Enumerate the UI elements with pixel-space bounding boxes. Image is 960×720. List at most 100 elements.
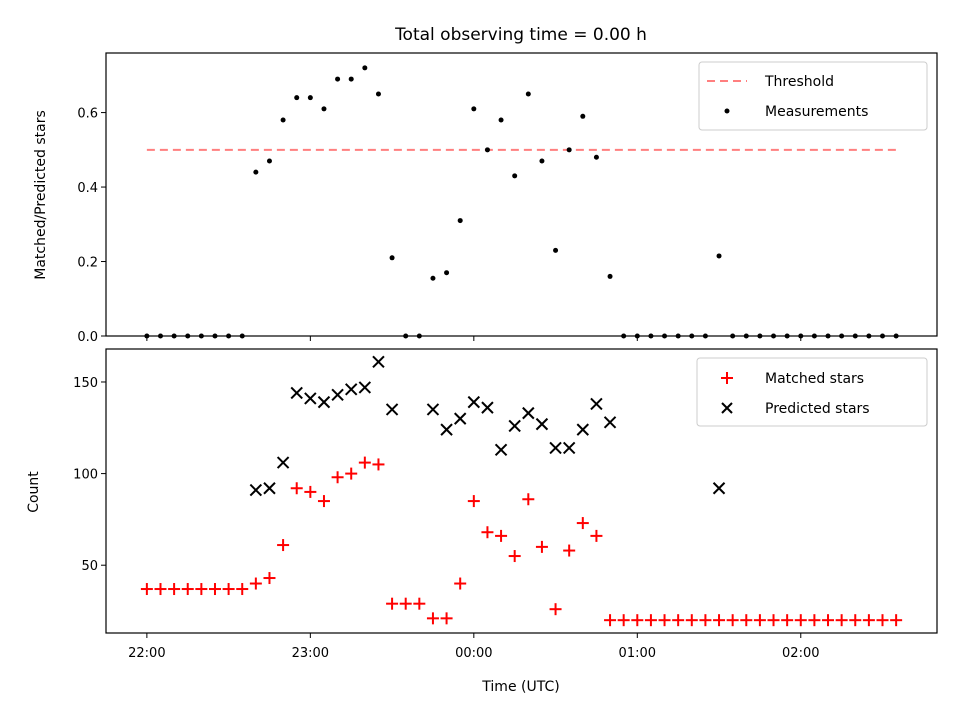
measurement-point: [716, 253, 722, 259]
top-panel: Total observing time = 0.00 h Matched/Pr…: [33, 25, 938, 345]
bottom-plot-area: 50 100 150 22:00 23:00 00:00 01:00 02:00: [73, 355, 903, 661]
legend-predicted-label: Predicted stars: [765, 401, 870, 417]
predicted-star-point: [453, 412, 467, 425]
matched-star-point: [794, 614, 807, 627]
predicted-star-point: [535, 417, 549, 431]
matched-star-point: [849, 614, 862, 627]
predicted-star-point: [494, 443, 508, 456]
predicted-star-point: [358, 381, 372, 394]
predicted-star-point: [440, 423, 453, 436]
bottom-ytick-label: 100: [73, 468, 98, 483]
measurement-point: [539, 158, 545, 164]
matched-star-point: [413, 597, 426, 610]
predicted-star-point: [372, 355, 385, 369]
measurement-point: [566, 147, 572, 153]
matched-star-point: [590, 529, 603, 542]
matched-star-point: [617, 614, 630, 627]
matched-star-point: [808, 614, 821, 627]
matched-star-point: [140, 583, 153, 596]
matched-star-point: [168, 583, 181, 596]
matched-star-point: [685, 614, 698, 627]
bottom-xtick-label: 00:00: [455, 646, 492, 661]
matched-star-point: [522, 493, 535, 506]
measurement-point: [348, 76, 354, 82]
legend-measurements-swatch: [724, 108, 730, 114]
matched-star-point: [481, 526, 494, 539]
matched-star-point: [181, 583, 194, 596]
measurement-point: [335, 76, 341, 82]
measurement-point: [498, 117, 504, 123]
top-chart-title: Total observing time = 0.00 h: [394, 25, 647, 45]
predicted-star-point: [576, 423, 590, 436]
bottom-axes-frame: [105, 348, 938, 634]
measurement-point: [607, 273, 613, 279]
measurement-point: [484, 147, 490, 153]
matched-star-point: [822, 614, 835, 627]
bottom-legend-box: [696, 357, 928, 427]
measurement-point: [307, 95, 313, 101]
predicted-star-point: [249, 483, 263, 497]
measurement-point: [580, 113, 586, 119]
legend-matched-label: Matched stars: [765, 371, 864, 387]
predicted-star-point: [304, 392, 317, 405]
top-legend-box: [698, 61, 928, 131]
predicted-star-point: [426, 403, 440, 416]
predicted-star-point: [603, 416, 617, 429]
matched-star-point: [576, 517, 589, 530]
top-ytick-label: 0.6: [77, 107, 98, 122]
measurement-point: [430, 275, 436, 281]
matched-star-point: [358, 456, 371, 469]
matched-star-point: [713, 614, 726, 627]
matched-star-point: [386, 597, 399, 610]
top-ytick-label: 0.2: [77, 256, 98, 271]
matched-star-point: [631, 614, 644, 627]
matched-star-point: [440, 612, 453, 625]
predicted-star-point: [276, 456, 290, 469]
matched-star-point: [249, 577, 262, 590]
matched-star-point: [726, 614, 739, 627]
matched-star-point: [345, 467, 358, 480]
predicted-star-point: [345, 383, 358, 396]
measurement-point: [593, 154, 599, 160]
measurement-point: [280, 117, 286, 123]
bottom-legend: Matched stars Predicted stars: [696, 357, 928, 427]
predicted-star-point: [385, 403, 399, 416]
measurement-point: [457, 218, 463, 224]
matched-star-point: [862, 614, 875, 627]
top-legend: Threshold Measurements: [698, 61, 928, 131]
predicted-star-point: [263, 482, 276, 495]
matched-star-point: [740, 614, 753, 627]
matched-star-point: [399, 597, 412, 610]
legend-measurements-label: Measurements: [765, 104, 868, 120]
bottom-ytick-label: 50: [81, 559, 98, 574]
matched-star-point: [372, 458, 385, 471]
predicted-star-point: [522, 406, 535, 420]
predicted-star-point: [712, 482, 726, 495]
predicted-star-point: [481, 401, 494, 414]
measurement-point: [253, 169, 259, 175]
measurement-point: [321, 106, 327, 112]
measurement-point: [294, 95, 300, 101]
top-ytick-label: 0.0: [77, 330, 98, 345]
measurement-point: [444, 270, 450, 276]
matched-star-point: [467, 495, 480, 508]
matched-star-point: [304, 485, 317, 498]
predicted-star-point: [467, 395, 481, 409]
predicted-star-point: [590, 397, 603, 411]
predicted-star-point: [290, 386, 303, 400]
matched-star-point: [508, 550, 521, 563]
matched-star-point: [753, 614, 766, 627]
matched-star-point: [549, 603, 562, 616]
matched-star-point: [672, 614, 685, 627]
matched-star-point: [331, 471, 344, 484]
measurement-point: [389, 255, 395, 261]
matched-star-point: [317, 495, 330, 508]
matched-star-point: [222, 583, 235, 596]
bottom-ytick-label: 150: [73, 376, 98, 391]
matched-star-point: [644, 614, 657, 627]
matched-star-point: [604, 614, 617, 627]
bottom-y-axis-label: Count: [26, 471, 42, 513]
matched-star-point: [195, 583, 208, 596]
matched-star-point: [277, 539, 290, 552]
top-ytick-label: 0.4: [77, 181, 98, 196]
